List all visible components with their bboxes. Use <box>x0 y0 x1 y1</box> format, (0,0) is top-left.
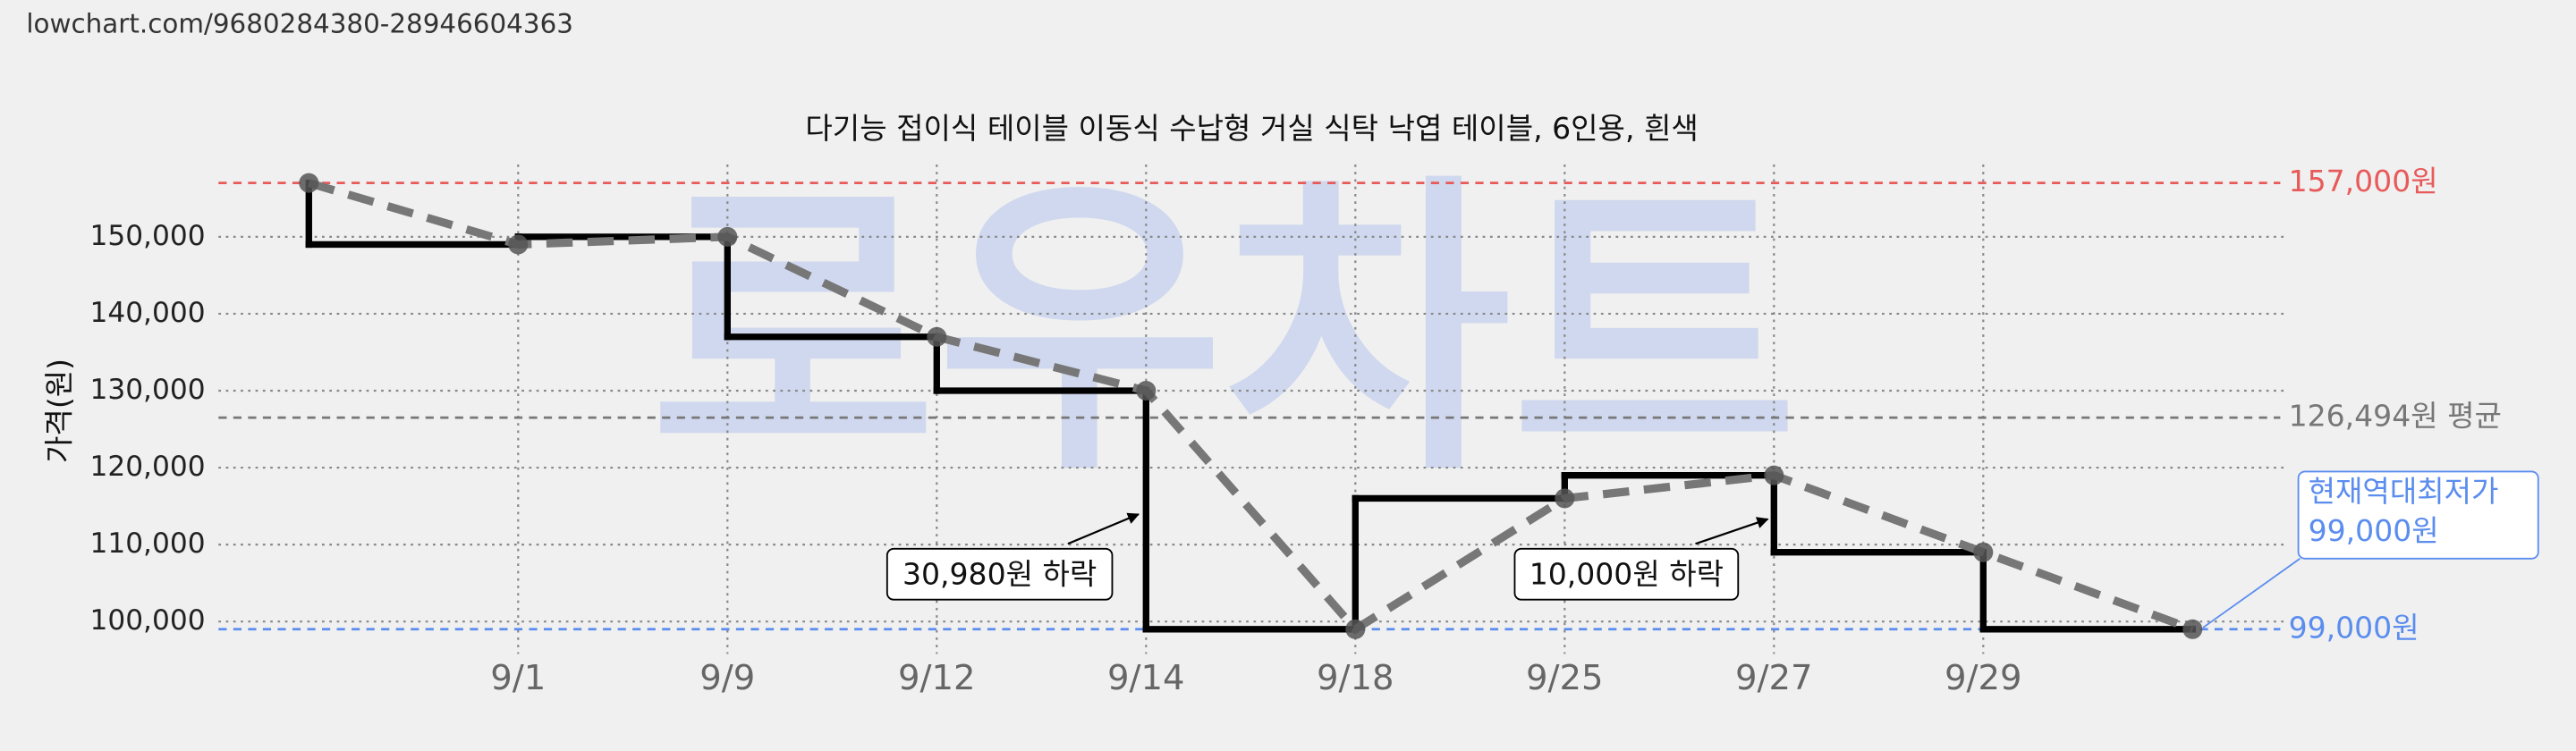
point <box>1136 380 1157 401</box>
price-line <box>308 179 2194 635</box>
x-tick-label: 9/9 <box>699 658 755 698</box>
x-tick-label: 9/12 <box>898 658 976 698</box>
y-tick-label: 150,000 <box>89 220 205 252</box>
point <box>2182 619 2203 639</box>
annotation-text: 현재역대최저가 <box>2309 474 2499 509</box>
point <box>1764 465 1784 485</box>
x-tick-label: 9/14 <box>1107 658 1185 698</box>
point <box>299 173 319 193</box>
annotation-box <box>2297 470 2539 560</box>
point <box>717 226 738 247</box>
series <box>299 173 2203 639</box>
chart-title: 다기능 접이식 테이블 이동식 수납형 거실 식탁 낙엽 테이블, 6인용, 흰… <box>805 111 1698 146</box>
point <box>508 234 529 255</box>
x-tick-label: 9/1 <box>490 658 546 698</box>
x-tick-label: 9/27 <box>1735 658 1813 698</box>
annotation-text: 10,000원 하락 <box>1530 557 1724 592</box>
annotation-arrow <box>1067 512 1140 545</box>
watermark: 로우차트 <box>649 150 1798 513</box>
y-tick-label: 110,000 <box>89 527 205 560</box>
y-tick-label: 120,000 <box>89 451 205 483</box>
annotation-box <box>886 547 1114 601</box>
point <box>1345 619 1366 639</box>
reference-label: 157,000원 <box>2289 164 2438 198</box>
point <box>927 326 947 347</box>
point <box>1555 488 1575 509</box>
y-axis-label: 가격(원) <box>41 359 76 463</box>
site-url: lowchart.com/9680284380-28946604363 <box>26 8 573 38</box>
point <box>1973 542 1994 562</box>
y-tick-label: 140,000 <box>89 297 205 329</box>
annotation-arrow <box>1695 517 1769 545</box>
annotation-box <box>1513 547 1740 601</box>
annotation-arrow <box>2202 558 2301 629</box>
y-tick-label: 130,000 <box>89 374 205 406</box>
annotation-text: 99,000원 <box>2309 513 2439 548</box>
x-tick-label: 9/29 <box>1945 658 2022 698</box>
y-tick-label: 100,000 <box>89 604 205 637</box>
annotation-text: 30,980원 하락 <box>902 557 1097 592</box>
x-tick-label: 9/18 <box>1317 658 1394 698</box>
x-tick-label: 9/25 <box>1526 658 1604 698</box>
reference-label: 126,494원 평균 <box>2289 399 2502 434</box>
reference-label: 99,000원 <box>2289 610 2419 645</box>
